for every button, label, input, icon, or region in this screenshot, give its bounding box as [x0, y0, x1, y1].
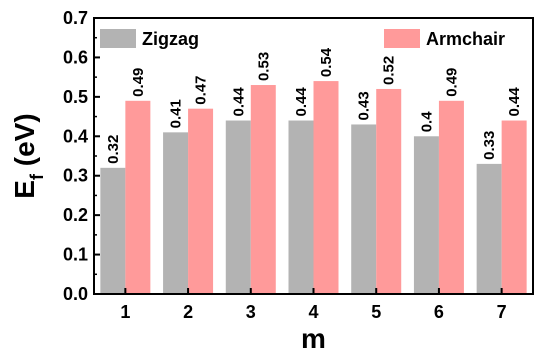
- bar-zigzag-m6: [413, 136, 439, 294]
- legend-label-armchair: Armchair: [426, 29, 505, 49]
- axes-layer: 0.0 0.1 0.2 0.3 0.4 0.5 0.6 0.7 1 2 3 4 5 6 7: [63, 8, 534, 322]
- y-axis-title: Ef (eV): [9, 113, 47, 198]
- bar-armchair-m2: [188, 108, 214, 294]
- bars-layer: [100, 81, 527, 295]
- bar-value-label: 0.49: [130, 68, 147, 97]
- bar-zigzag-m7: [476, 163, 502, 294]
- legend: Zigzag Armchair: [100, 29, 505, 49]
- y-tick-label: 0.2: [63, 205, 88, 225]
- bar-value-label: 0.32: [105, 135, 122, 164]
- x-tick-label: 2: [183, 302, 193, 322]
- y-tick-label: 0.5: [63, 87, 88, 107]
- bar-value-label: 0.43: [356, 91, 373, 120]
- bar-armchair-m1: [125, 100, 151, 294]
- x-tick-label: 5: [371, 302, 381, 322]
- bar-armchair-m5: [376, 88, 402, 294]
- bar-value-label: 0.47: [193, 75, 210, 104]
- y-tick-label: 0.0: [63, 284, 88, 304]
- bar-value-label: 0.49: [443, 68, 460, 97]
- x-tick-label: 4: [308, 302, 318, 322]
- bar-value-label: 0.33: [481, 131, 498, 160]
- bar-value-label: 0.4: [418, 111, 435, 133]
- y-tick-label: 0.1: [63, 245, 88, 265]
- bar-armchair-m7: [501, 120, 527, 294]
- bar-value-label: 0.41: [168, 99, 185, 128]
- legend-swatch-armchair: [384, 29, 420, 48]
- legend-label-zigzag: Zigzag: [142, 29, 199, 49]
- bar-zigzag-m5: [351, 124, 377, 294]
- y-tick-label: 0.7: [63, 8, 88, 28]
- bar-value-label: 0.52: [381, 56, 398, 85]
- y-tick-label: 0.3: [63, 166, 88, 186]
- bar-zigzag-m1: [100, 167, 126, 294]
- x-tick-label: 6: [434, 302, 444, 322]
- x-axis-title: m: [301, 323, 326, 352]
- x-tick-label: 7: [497, 302, 507, 322]
- y-axis-title-subscript: f: [27, 173, 47, 180]
- x-tick-label: 1: [120, 302, 130, 322]
- y-axis-title-symbol: E: [9, 180, 40, 199]
- bar-value-label: 0.44: [230, 87, 247, 117]
- bar-value-label: 0.53: [255, 52, 272, 81]
- y-axis-title-unit: (eV): [9, 113, 40, 174]
- legend-swatch-zigzag: [100, 29, 136, 48]
- bar-armchair-m3: [250, 85, 276, 295]
- bar-value-label: 0.44: [293, 87, 310, 117]
- bar-zigzag-m2: [163, 132, 189, 294]
- bar-labels-layer: 0.32 0.49 0.41 0.47 0.44 0.53 0.44 0.54 0.43 0.52…: [105, 47, 523, 164]
- y-tick-label: 0.6: [63, 47, 88, 67]
- y-tick-label: 0.4: [63, 126, 88, 146]
- bar-zigzag-m4: [288, 120, 314, 294]
- bar-zigzag-m3: [225, 120, 251, 294]
- bar-armchair-m6: [438, 100, 464, 294]
- bar-armchair-m4: [313, 81, 339, 294]
- bar-value-label: 0.54: [318, 47, 335, 77]
- bar-value-label: 0.44: [506, 87, 523, 117]
- x-tick-label: 3: [246, 302, 256, 322]
